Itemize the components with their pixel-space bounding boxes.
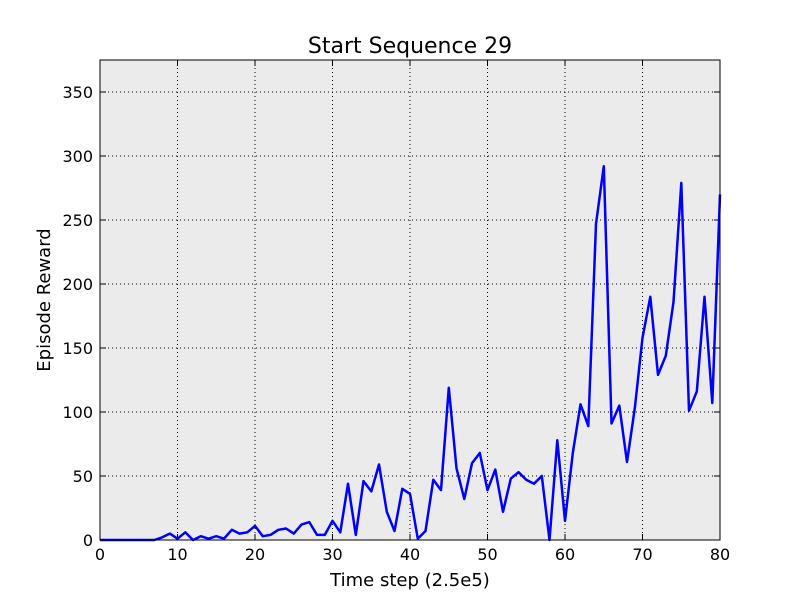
x-tick-label: 60	[555, 545, 575, 564]
x-tick-label: 70	[632, 545, 652, 564]
x-tick-label: 10	[167, 545, 187, 564]
chart-title: Start Sequence 29	[308, 34, 512, 59]
x-axis-label: Time step (2.5e5)	[329, 570, 490, 591]
x-tick-label: 80	[710, 545, 730, 564]
y-tick-label: 150	[62, 339, 93, 358]
series-line	[100, 164, 722, 542]
y-tick-label: 200	[62, 275, 93, 294]
x-tick-label: 30	[322, 545, 342, 564]
y-tick-label: 250	[62, 211, 93, 230]
y-tick-label: 0	[83, 531, 93, 550]
y-tick-label: 350	[62, 83, 93, 102]
y-axis-label: Episode Reward	[34, 228, 55, 371]
x-tick-label: 0	[95, 545, 105, 564]
plot-frame	[99, 59, 721, 541]
y-tick-label: 300	[62, 147, 93, 166]
axis-ticks: 0 10 20 30 40 50 60 70 80 0 50 100 150 200 250 300 350	[62, 60, 730, 564]
y-tick-label: 50	[73, 467, 93, 486]
y-tick-label: 100	[62, 403, 93, 422]
x-tick-label: 50	[477, 545, 497, 564]
x-tick-label: 20	[245, 545, 265, 564]
x-tick-label: 40	[400, 545, 420, 564]
